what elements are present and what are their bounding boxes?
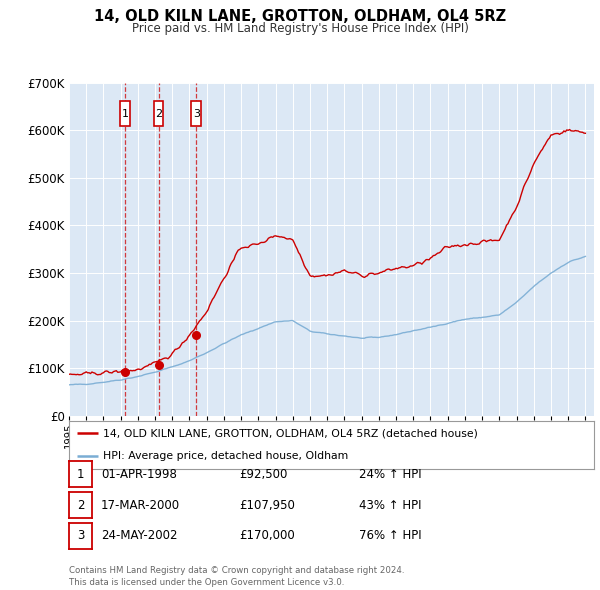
Text: 3: 3: [193, 109, 200, 119]
Text: Contains HM Land Registry data © Crown copyright and database right 2024.
This d: Contains HM Land Registry data © Crown c…: [69, 566, 404, 587]
Text: 17-MAR-2000: 17-MAR-2000: [101, 499, 180, 512]
Text: 2: 2: [77, 499, 84, 512]
FancyBboxPatch shape: [154, 101, 163, 126]
Text: HPI: Average price, detached house, Oldham: HPI: Average price, detached house, Oldh…: [103, 451, 349, 461]
Text: 1: 1: [77, 468, 84, 481]
FancyBboxPatch shape: [191, 101, 201, 126]
Text: 24% ↑ HPI: 24% ↑ HPI: [359, 468, 421, 481]
Text: 14, OLD KILN LANE, GROTTON, OLDHAM, OL4 5RZ: 14, OLD KILN LANE, GROTTON, OLDHAM, OL4 …: [94, 9, 506, 24]
Text: £92,500: £92,500: [239, 468, 287, 481]
Text: £170,000: £170,000: [239, 529, 295, 542]
Text: £107,950: £107,950: [239, 499, 295, 512]
Text: 43% ↑ HPI: 43% ↑ HPI: [359, 499, 421, 512]
Text: Price paid vs. HM Land Registry's House Price Index (HPI): Price paid vs. HM Land Registry's House …: [131, 22, 469, 35]
FancyBboxPatch shape: [120, 101, 130, 126]
Text: 14, OLD KILN LANE, GROTTON, OLDHAM, OL4 5RZ (detached house): 14, OLD KILN LANE, GROTTON, OLDHAM, OL4 …: [103, 428, 478, 438]
Text: 76% ↑ HPI: 76% ↑ HPI: [359, 529, 421, 542]
Text: 1: 1: [121, 109, 128, 119]
Text: 01-APR-1998: 01-APR-1998: [101, 468, 176, 481]
Text: 24-MAY-2002: 24-MAY-2002: [101, 529, 178, 542]
Text: 2: 2: [155, 109, 162, 119]
Text: 3: 3: [77, 529, 84, 542]
